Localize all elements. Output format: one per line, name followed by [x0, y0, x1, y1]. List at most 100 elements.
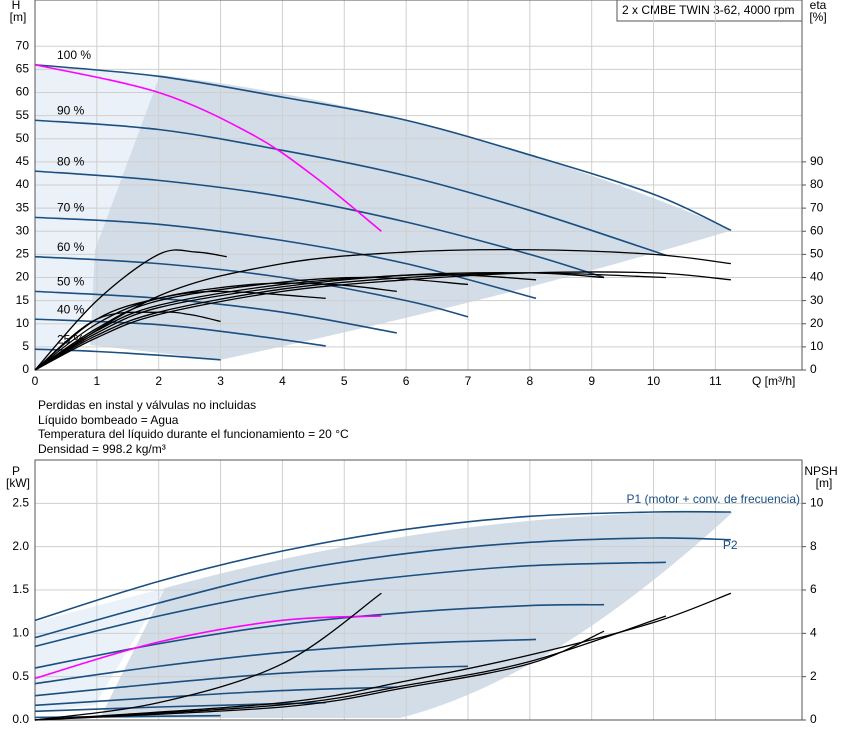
y-tick-label: 40: [16, 177, 30, 191]
x-axis-label: Q [m³/h]: [752, 374, 795, 388]
chart-title: 2 x CMBE TWIN 3-62, 4000 rpm: [622, 3, 795, 17]
curve: [34, 630, 605, 721]
speed-label: 70 %: [57, 201, 85, 215]
curve: [34, 348, 221, 361]
curve: [34, 592, 382, 721]
y-tick-label: 0.0: [12, 712, 29, 726]
curve: [34, 510, 731, 622]
x-tick-label: 1: [94, 374, 101, 388]
y-tick-label: 25: [16, 247, 30, 261]
y2-tick-label: 40: [810, 270, 824, 284]
y2-tick-label: 10: [810, 339, 824, 353]
curve: [34, 290, 397, 334]
plot-frame: [34, 0, 803, 371]
y2-axis-unit: [%]: [809, 10, 826, 24]
curve: [34, 249, 227, 371]
y2-tick-label: 70: [810, 200, 824, 214]
curve: [34, 311, 221, 371]
y2-tick-label: 30: [810, 293, 824, 307]
light-area: [35, 588, 165, 712]
y2-tick-label: 0: [810, 712, 817, 726]
y2-tick-label: 4: [810, 626, 817, 640]
curve: [34, 63, 382, 232]
y2-tick-label: 90: [810, 154, 824, 168]
y-axis-unit: [kW]: [6, 476, 30, 490]
x-tick-label: 2: [155, 374, 162, 388]
curve: [34, 276, 469, 371]
y2-tick-label: 80: [810, 177, 824, 191]
y2-axis-label: NPSH: [804, 464, 837, 478]
y-tick-label: 55: [16, 108, 30, 122]
curve: [34, 686, 397, 707]
y-tick-label: 0: [22, 362, 29, 376]
speed-label: 80 %: [57, 154, 85, 168]
x-tick-label: 6: [403, 374, 410, 388]
y2-tick-label: 6: [810, 582, 817, 596]
x-tick-label: 7: [465, 374, 472, 388]
speed-label: 50 %: [57, 275, 85, 289]
y-tick-label: 10: [16, 316, 30, 330]
y-tick-label: 1.5: [12, 582, 29, 596]
speed-label: 40 %: [57, 302, 85, 316]
y2-axis-label: eta: [810, 0, 827, 12]
y2-tick-label: 8: [810, 539, 817, 553]
y-tick-label: 70: [16, 38, 30, 52]
curve: [34, 119, 667, 257]
curve: [34, 615, 382, 680]
y-tick-label: 2.5: [12, 496, 29, 510]
curve: [34, 701, 326, 713]
y2-tick-label: 60: [810, 223, 824, 237]
note: Densidad = 998.2 kg/m³: [38, 442, 166, 456]
note: Temperatura del líquido durante el funci…: [38, 427, 349, 441]
y2-tick-label: 50: [810, 247, 824, 261]
y-tick-label: 50: [16, 131, 30, 145]
curve: [34, 318, 326, 347]
y-tick-label: 30: [16, 223, 30, 237]
x-tick-label: 4: [279, 374, 286, 388]
series-label: P2: [723, 538, 738, 552]
series-label: P1 (motor + conv. de frecuencia): [626, 492, 800, 506]
y2-axis-unit: [m]: [816, 476, 833, 490]
y-axis-label: P: [12, 464, 20, 478]
y-axis-label: H: [12, 0, 21, 12]
curve: [34, 282, 397, 371]
curve: [34, 170, 605, 279]
plot-frame: [34, 459, 803, 721]
curve: [34, 271, 731, 371]
y-tick-label: 1.0: [12, 626, 29, 640]
curve: [34, 638, 537, 685]
y2-tick-label: 0: [810, 362, 817, 376]
y-tick-label: 45: [16, 154, 30, 168]
x-tick-label: 3: [217, 374, 224, 388]
x-tick-label: 11: [709, 374, 722, 388]
curve: [34, 537, 731, 639]
y2-tick-label: 10: [810, 496, 824, 510]
y2-tick-label: 2: [810, 669, 817, 683]
y2-tick-label: 20: [810, 316, 824, 330]
curve: [34, 248, 731, 371]
x-tick-label: 0: [32, 374, 39, 388]
y-tick-label: 35: [16, 200, 30, 214]
curve: [34, 272, 605, 371]
speed-label: 90 %: [57, 103, 85, 117]
note: Perdidas en instal y válvulas no incluid…: [38, 398, 256, 412]
speed-label: 100 %: [57, 48, 91, 62]
curve: [34, 63, 732, 232]
x-tick-label: 10: [647, 374, 661, 388]
y-tick-label: 15: [16, 293, 30, 307]
y-tick-label: 60: [16, 85, 30, 99]
curve: [34, 615, 667, 721]
x-tick-label: 5: [341, 374, 348, 388]
y-tick-label: 5: [22, 339, 29, 353]
x-tick-label: 9: [588, 374, 595, 388]
note: Líquido bombeado = Agua: [38, 413, 179, 427]
curve: [34, 561, 666, 648]
curve: [34, 665, 469, 697]
curve: [34, 592, 732, 721]
y-tick-label: 0.5: [12, 669, 29, 683]
speed-label: 60 %: [57, 240, 85, 254]
y-axis-unit: [m]: [10, 10, 27, 24]
y-tick-label: 65: [16, 62, 30, 76]
y-tick-label: 20: [16, 270, 30, 284]
